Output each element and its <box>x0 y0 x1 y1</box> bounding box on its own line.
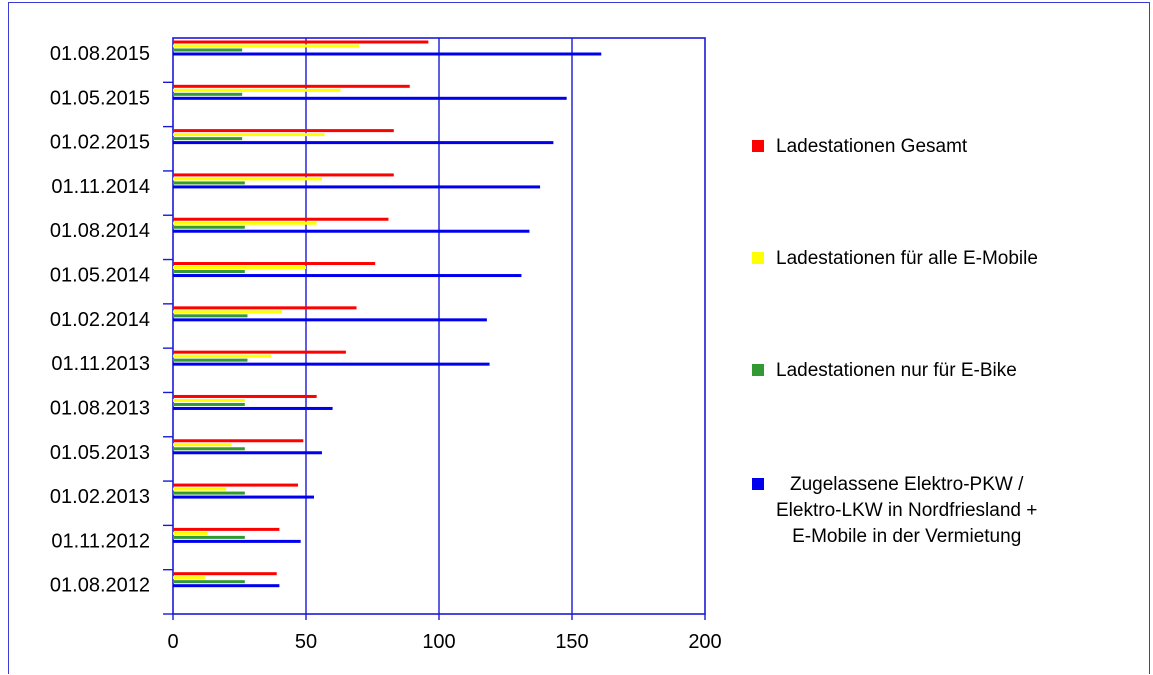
bar <box>173 137 243 141</box>
legend-label: Ladestationen Gesamt <box>776 136 968 157</box>
bar <box>173 447 245 451</box>
bar <box>173 181 245 185</box>
y-tick-label: 01.05.2013 <box>50 442 150 464</box>
bar <box>173 580 245 584</box>
bar <box>173 48 243 52</box>
bar <box>173 262 376 266</box>
x-tick-label: 50 <box>295 631 317 653</box>
x-tick-label: 150 <box>555 631 588 653</box>
y-tick-label: 01.05.2014 <box>50 265 150 287</box>
bar <box>173 398 245 402</box>
bar <box>173 52 602 56</box>
bar <box>173 350 346 354</box>
legend-item-gesamt: Ladestationen Gesamt <box>752 134 967 160</box>
x-tick-label: 100 <box>422 631 455 653</box>
bar <box>173 572 277 576</box>
legend-label-line: Elektro-LKW in Nordfriesland + <box>776 500 1038 521</box>
bar <box>173 40 429 44</box>
bar <box>173 229 530 233</box>
y-tick-label: 01.05.2015 <box>50 87 150 109</box>
bar <box>173 318 487 322</box>
bar <box>173 402 245 406</box>
bar <box>173 362 490 366</box>
legend-label: Ladestationen für alle E-Mobile <box>776 248 1038 269</box>
bar <box>173 92 243 96</box>
bar <box>173 531 208 535</box>
bar <box>173 270 245 274</box>
bar <box>173 535 245 539</box>
bar <box>173 225 245 229</box>
y-tick-label: 01.08.2013 <box>50 397 150 419</box>
legend-label-line: E-Mobile in der Vermietung <box>792 526 1022 547</box>
bar <box>173 310 283 314</box>
bar <box>173 177 322 181</box>
bar <box>173 406 333 410</box>
bar <box>173 96 567 100</box>
bar <box>173 84 410 88</box>
legend-item-alle-e-mobile: Ladestationen für alle E-Mobile <box>752 246 1038 272</box>
x-tick-label: 200 <box>688 631 721 653</box>
chart-legend: Ladestationen Gesamt Ladestationen für a… <box>752 0 1152 675</box>
bar <box>173 439 304 443</box>
y-tick-label: 01.08.2014 <box>50 220 150 242</box>
bar <box>173 133 325 137</box>
legend-swatch-red <box>752 140 764 152</box>
legend-swatch-green <box>752 364 764 376</box>
bar <box>173 88 341 92</box>
bar <box>173 487 227 491</box>
bar <box>173 394 317 398</box>
y-tick-label: 01.11.2013 <box>51 353 150 375</box>
bar <box>173 491 245 495</box>
bar <box>173 576 205 580</box>
legend-swatch-blue <box>752 478 764 490</box>
bar <box>173 539 301 543</box>
bar <box>173 483 299 487</box>
bar <box>173 527 280 531</box>
legend-label-line: Zugelassene Elektro-PKW / <box>789 474 1024 495</box>
bar <box>173 129 394 133</box>
bar <box>173 358 248 362</box>
bar <box>173 44 360 48</box>
bar <box>173 354 272 358</box>
y-tick-label: 01.08.2012 <box>50 575 150 597</box>
y-tick-label: 01.02.2013 <box>50 486 150 508</box>
bar <box>173 221 317 225</box>
y-tick-label: 01.11.2012 <box>51 530 150 552</box>
bar <box>173 173 394 177</box>
bar <box>173 584 280 588</box>
bar <box>173 266 306 270</box>
legend-label: Ladestationen nur für E-Bike <box>776 360 1017 381</box>
bar-chart: 0 50 100 150 200 01.08.2015 01.05.2015 01.02.20… <box>50 37 722 653</box>
bar <box>173 274 522 278</box>
bar <box>173 306 357 310</box>
bar <box>173 443 232 447</box>
y-tick-label: 01.02.2015 <box>50 132 150 154</box>
bar <box>173 314 248 318</box>
bar <box>173 495 314 499</box>
bar <box>173 451 322 455</box>
legend-item-elektro-pkw: Zugelassene Elektro-PKW / Elektro-LKW in… <box>752 472 1037 550</box>
bar <box>173 141 554 145</box>
bar <box>173 185 541 189</box>
bar <box>173 217 389 221</box>
y-tick-label: 01.11.2014 <box>51 176 150 198</box>
y-tick-label: 01.02.2014 <box>50 309 150 331</box>
x-tick-label: 0 <box>167 631 178 653</box>
legend-item-e-bike: Ladestationen nur für E-Bike <box>752 358 1017 384</box>
chart-frame <box>8 2 1150 674</box>
legend-swatch-yellow <box>752 252 764 264</box>
y-tick-label: 01.08.2015 <box>50 43 150 65</box>
legend-label: Zugelassene Elektro-PKW / Elektro-LKW in… <box>776 472 1037 550</box>
